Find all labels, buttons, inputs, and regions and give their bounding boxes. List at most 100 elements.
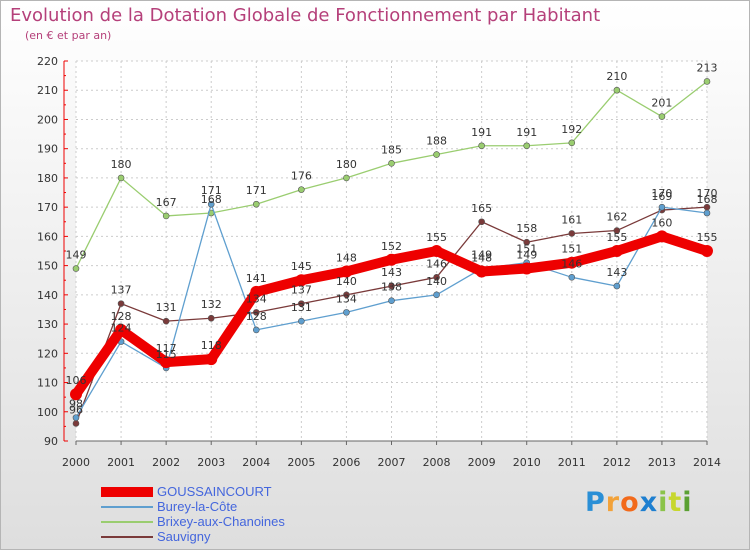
data-point xyxy=(160,356,173,369)
data-label: 148 xyxy=(336,251,357,264)
data-label: 128 xyxy=(246,310,267,323)
data-label: 138 xyxy=(381,281,402,294)
y-tick-label: 120 xyxy=(37,347,58,360)
data-point xyxy=(610,245,623,257)
data-label: 140 xyxy=(426,275,447,288)
legend-label: GOUSSAINCOURT xyxy=(157,484,272,499)
legend-swatch xyxy=(101,536,153,538)
data-point xyxy=(613,86,621,94)
data-label: 149 xyxy=(516,249,537,262)
data-point xyxy=(385,253,398,266)
legend-label: Sauvigny xyxy=(157,529,211,544)
data-label: 149 xyxy=(471,249,492,262)
data-label: 160 xyxy=(651,216,672,229)
data-label: 132 xyxy=(201,298,222,311)
data-label: 143 xyxy=(381,266,402,279)
data-label: 162 xyxy=(606,211,627,224)
data-point xyxy=(433,291,440,299)
data-point xyxy=(162,212,170,220)
legend-label: Brixey-aux-Chanoines xyxy=(157,514,285,529)
data-label: 151 xyxy=(561,243,582,256)
legend-swatch xyxy=(101,487,153,497)
data-label: 131 xyxy=(156,301,177,314)
proxiti-logo: Proxiti xyxy=(585,487,693,518)
legend-swatch xyxy=(101,521,153,523)
data-point xyxy=(250,285,263,298)
data-label: 201 xyxy=(651,97,672,110)
data-point xyxy=(252,200,260,208)
data-point xyxy=(298,300,305,307)
legend: GOUSSAINCOURT Burey-la-Côte Brixey-aux-Cha… xyxy=(101,484,361,545)
x-tick-label: 2013 xyxy=(648,456,676,469)
data-point xyxy=(703,209,711,217)
data-label: 124 xyxy=(111,322,132,335)
data-point xyxy=(72,420,80,427)
data-label: 148 xyxy=(471,251,492,264)
x-tick-label: 2014 xyxy=(693,456,721,469)
data-point xyxy=(520,262,533,275)
data-point xyxy=(565,256,578,269)
data-point xyxy=(205,353,218,366)
x-tick-label: 2002 xyxy=(152,456,180,469)
data-point xyxy=(72,414,80,421)
legend-item: GOUSSAINCOURT xyxy=(101,484,361,500)
data-point xyxy=(388,160,395,167)
data-label: 170 xyxy=(651,187,672,200)
data-label: 152 xyxy=(381,240,402,253)
data-label: 131 xyxy=(291,301,312,314)
y-tick-label: 110 xyxy=(37,377,58,390)
y-tick-label: 130 xyxy=(37,318,58,331)
data-point xyxy=(162,317,170,325)
y-tick-label: 160 xyxy=(37,230,58,243)
data-point xyxy=(433,274,440,281)
data-label: 170 xyxy=(697,187,718,200)
data-point xyxy=(252,309,260,316)
data-label: 180 xyxy=(336,158,357,171)
data-label: 96 xyxy=(69,403,83,416)
data-label: 176 xyxy=(291,170,312,183)
data-point xyxy=(568,230,576,237)
data-point xyxy=(117,300,125,307)
data-point xyxy=(568,139,576,147)
data-label: 137 xyxy=(111,284,132,297)
data-label: 115 xyxy=(156,348,177,361)
y-tick-label: 90 xyxy=(44,435,58,448)
data-point xyxy=(658,203,666,211)
chart-subtitle: (en € et par an) xyxy=(25,29,112,42)
y-tick-label: 100 xyxy=(37,406,58,419)
data-point xyxy=(475,265,488,278)
data-label: 191 xyxy=(471,126,492,139)
data-point xyxy=(655,230,668,243)
data-label: 171 xyxy=(246,184,267,197)
logo-letter: x xyxy=(639,487,659,518)
x-tick-label: 2011 xyxy=(558,456,586,469)
data-point xyxy=(298,186,305,193)
data-point xyxy=(72,265,80,272)
logo-letter: i xyxy=(658,487,669,518)
x-tick-label: 2010 xyxy=(513,456,541,469)
x-tick-label: 2003 xyxy=(197,456,225,469)
data-label: 155 xyxy=(426,231,447,244)
data-label: 134 xyxy=(336,292,357,305)
data-label: 146 xyxy=(426,257,447,270)
data-label: 169 xyxy=(651,190,672,203)
data-label: 210 xyxy=(606,70,627,83)
y-tick-label: 170 xyxy=(37,201,58,214)
x-tick-label: 2009 xyxy=(468,456,496,469)
x-tick-label: 2006 xyxy=(332,456,360,469)
data-point xyxy=(295,274,308,287)
x-tick-label: 2008 xyxy=(423,456,451,469)
data-label: 155 xyxy=(606,231,627,244)
data-label: 158 xyxy=(516,222,537,235)
data-point xyxy=(115,323,128,336)
data-label: 192 xyxy=(561,123,582,136)
logo-letter: i xyxy=(682,487,693,518)
data-point xyxy=(343,309,350,316)
data-point xyxy=(298,317,305,325)
data-point xyxy=(523,238,531,246)
data-label: 117 xyxy=(156,342,177,355)
x-tick-label: 2004 xyxy=(242,456,270,469)
logo-letter: P xyxy=(585,487,606,518)
